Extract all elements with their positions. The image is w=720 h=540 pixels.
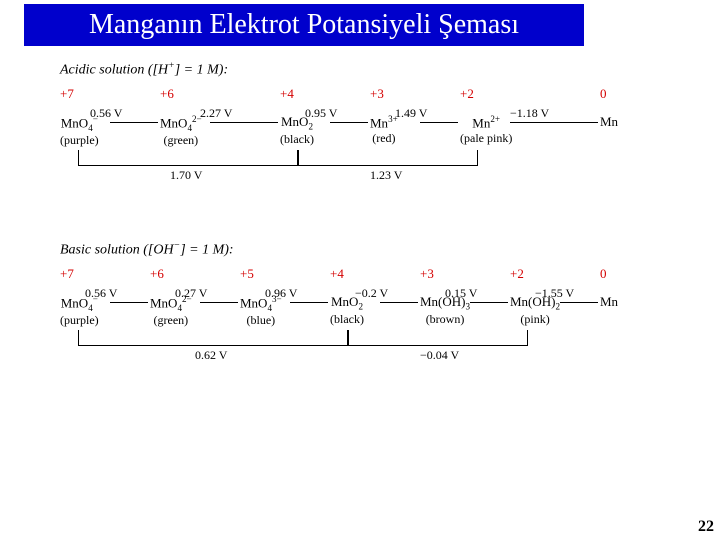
oxidation-state: 0	[600, 86, 607, 102]
species-label: MnO42−(green)	[160, 114, 202, 148]
oxidation-state: +6	[150, 266, 164, 282]
condition-label: Basic solution ([OH−] = 1 M):	[60, 240, 234, 259]
potential-connector	[510, 122, 598, 123]
oxidation-state: +4	[330, 266, 344, 282]
species-label: Mn	[600, 294, 618, 310]
condition-label: Acidic solution ([H+] = 1 M):	[60, 60, 228, 79]
oxidation-state: +3	[420, 266, 434, 282]
step-potential: −1.18 V	[510, 106, 549, 121]
overall-bracket	[298, 150, 478, 166]
oxidation-state: +3	[370, 86, 384, 102]
page-title: Manganın Elektrot Potansiyeli Şeması	[24, 4, 584, 46]
overall-potential: −0.04 V	[420, 348, 459, 363]
species-label: MnO4−(purple)	[60, 114, 99, 148]
step-potential: 2.27 V	[200, 106, 232, 121]
species-label: MnO43−(blue)	[240, 294, 282, 328]
species-label: MnO2(black)	[330, 294, 364, 327]
species-label: MnO42−(green)	[150, 294, 192, 328]
oxidation-state: +7	[60, 266, 74, 282]
potential-connector	[200, 302, 238, 303]
potential-connector	[420, 122, 458, 123]
potential-connector	[470, 302, 508, 303]
oxidation-state: +5	[240, 266, 254, 282]
overall-potential: 0.62 V	[195, 348, 227, 363]
overall-potential: 1.23 V	[370, 168, 402, 183]
page-number: 22	[698, 518, 714, 536]
overall-potential: 1.70 V	[170, 168, 202, 183]
species-label: Mn3+(red)	[370, 114, 398, 146]
oxidation-state: +2	[460, 86, 474, 102]
potential-connector	[330, 122, 368, 123]
oxidation-state: +7	[60, 86, 74, 102]
potential-connector	[290, 302, 328, 303]
species-label: Mn	[600, 114, 618, 130]
oxidation-state: +2	[510, 266, 524, 282]
potential-connector	[380, 302, 418, 303]
overall-bracket	[78, 330, 348, 346]
potential-connector	[210, 122, 278, 123]
potential-connector	[560, 302, 598, 303]
species-label: Mn(OH)3(brown)	[420, 294, 470, 327]
potential-connector	[110, 122, 158, 123]
overall-bracket	[348, 330, 528, 346]
oxidation-state: +4	[280, 86, 294, 102]
oxidation-state: +6	[160, 86, 174, 102]
potential-connector	[110, 302, 148, 303]
species-label: MnO2(black)	[280, 114, 314, 147]
step-potential: 1.49 V	[395, 106, 427, 121]
oxidation-state: 0	[600, 266, 607, 282]
species-label: Mn(OH)2(pink)	[510, 294, 560, 327]
overall-bracket	[78, 150, 298, 166]
species-label: MnO4−(purple)	[60, 294, 99, 328]
species-label: Mn2+(pale pink)	[460, 114, 512, 146]
